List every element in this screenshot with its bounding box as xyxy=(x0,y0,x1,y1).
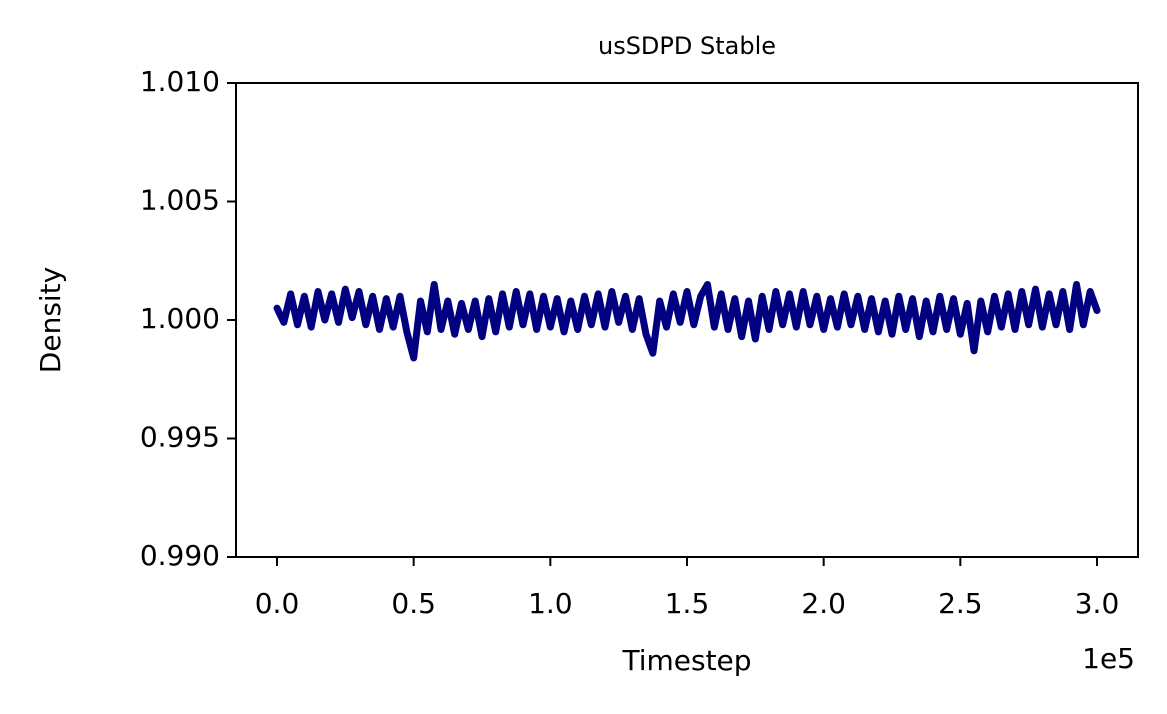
y-tick-label: 1.010 xyxy=(140,65,220,98)
x-tick-label: 1.0 xyxy=(528,587,573,620)
chart-title: usSDPD Stable xyxy=(598,32,776,60)
plot-frame xyxy=(235,82,1139,558)
line-series xyxy=(273,280,1101,362)
x-tick-label: 2.5 xyxy=(938,587,983,620)
x-tick-label: 3.0 xyxy=(1075,587,1120,620)
x-tick-label: 0.5 xyxy=(391,587,436,620)
y-axis-label: Density xyxy=(34,267,67,373)
x-tick-label: 2.0 xyxy=(801,587,846,620)
y-tick-label: 0.990 xyxy=(140,539,220,572)
y-tick-label: 1.005 xyxy=(140,184,220,217)
x-tick-label: 1.5 xyxy=(665,587,710,620)
y-tick-label: 1.000 xyxy=(140,302,220,335)
x-tick-label: 0.0 xyxy=(255,587,300,620)
y-tick-label: 0.995 xyxy=(140,421,220,454)
x-offset-label: 1e5 xyxy=(1082,642,1135,675)
x-axis-label: Timestep xyxy=(621,644,751,677)
